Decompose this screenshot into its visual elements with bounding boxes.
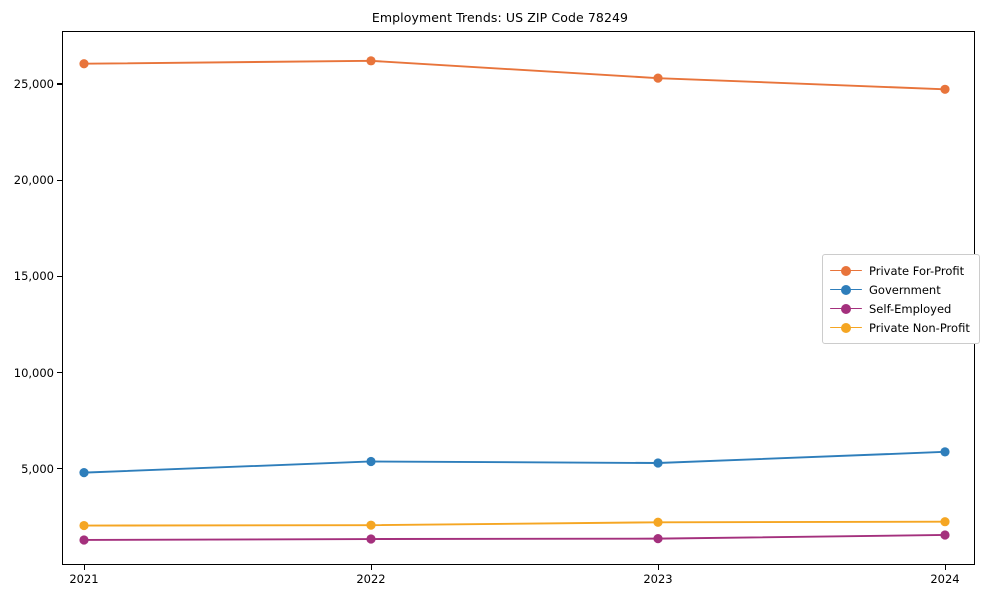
series-line	[83, 520, 946, 527]
data-point-marker	[79, 59, 89, 69]
legend-item[interactable]: Government	[830, 280, 970, 299]
series-line	[83, 450, 946, 474]
x-tick-label: 2023	[643, 572, 673, 586]
data-point-marker	[653, 458, 663, 468]
data-point-marker	[940, 530, 950, 540]
series-self-employed	[79, 530, 950, 545]
x-tick-label: 2022	[356, 572, 386, 586]
y-tick-label: 10,000	[13, 365, 54, 380]
legend-label: Government	[869, 282, 941, 297]
data-point-marker	[79, 520, 89, 531]
series-line	[83, 59, 946, 91]
legend-label: Self-Employed	[869, 301, 952, 316]
series-government	[79, 447, 950, 478]
series-line	[83, 534, 946, 541]
series-canvas	[79, 56, 950, 545]
chart-legend: Private For-Profit Government Self-Employe…	[822, 254, 980, 344]
y-tick-label: 15,000	[13, 269, 54, 284]
legend-item[interactable]: Private Non-Profit	[830, 318, 970, 337]
x-tick-mark	[657, 565, 659, 570]
legend-swatch-icon	[830, 284, 862, 296]
y-tick-label: 5,000	[21, 461, 54, 476]
data-point-marker	[940, 517, 950, 527]
data-point-marker	[653, 73, 663, 83]
legend-swatch-icon	[830, 303, 862, 315]
x-tick-mark	[370, 565, 372, 570]
data-point-marker	[366, 456, 376, 467]
legend-label: Private Non-Profit	[869, 320, 970, 335]
data-point-marker	[940, 447, 950, 457]
legend-label: Private For-Profit	[869, 263, 965, 278]
data-point-marker	[653, 517, 663, 527]
legend-item[interactable]: Private For-Profit	[830, 261, 970, 280]
data-point-marker	[79, 535, 89, 545]
legend-item[interactable]: Self-Employed	[830, 299, 970, 318]
chart-title: Employment Trends: US ZIP Code 78249	[371, 10, 629, 25]
y-tick-label: 20,000	[13, 173, 54, 188]
legend-swatch-icon	[830, 265, 862, 277]
series-private-non-profit	[79, 517, 950, 531]
data-point-marker	[653, 534, 663, 544]
y-tick-label: 25,000	[13, 76, 54, 91]
data-point-marker	[366, 520, 376, 530]
series-private-for-profit	[79, 56, 950, 94]
data-point-marker	[79, 468, 89, 478]
data-point-marker	[940, 84, 950, 94]
x-tick-label: 2021	[69, 572, 99, 586]
x-tick-mark	[83, 565, 85, 570]
x-tick-mark	[944, 565, 946, 570]
data-point-marker	[366, 534, 376, 544]
data-point-marker	[366, 56, 376, 66]
x-tick-label: 2024	[930, 572, 960, 586]
legend-swatch-icon	[830, 322, 862, 334]
